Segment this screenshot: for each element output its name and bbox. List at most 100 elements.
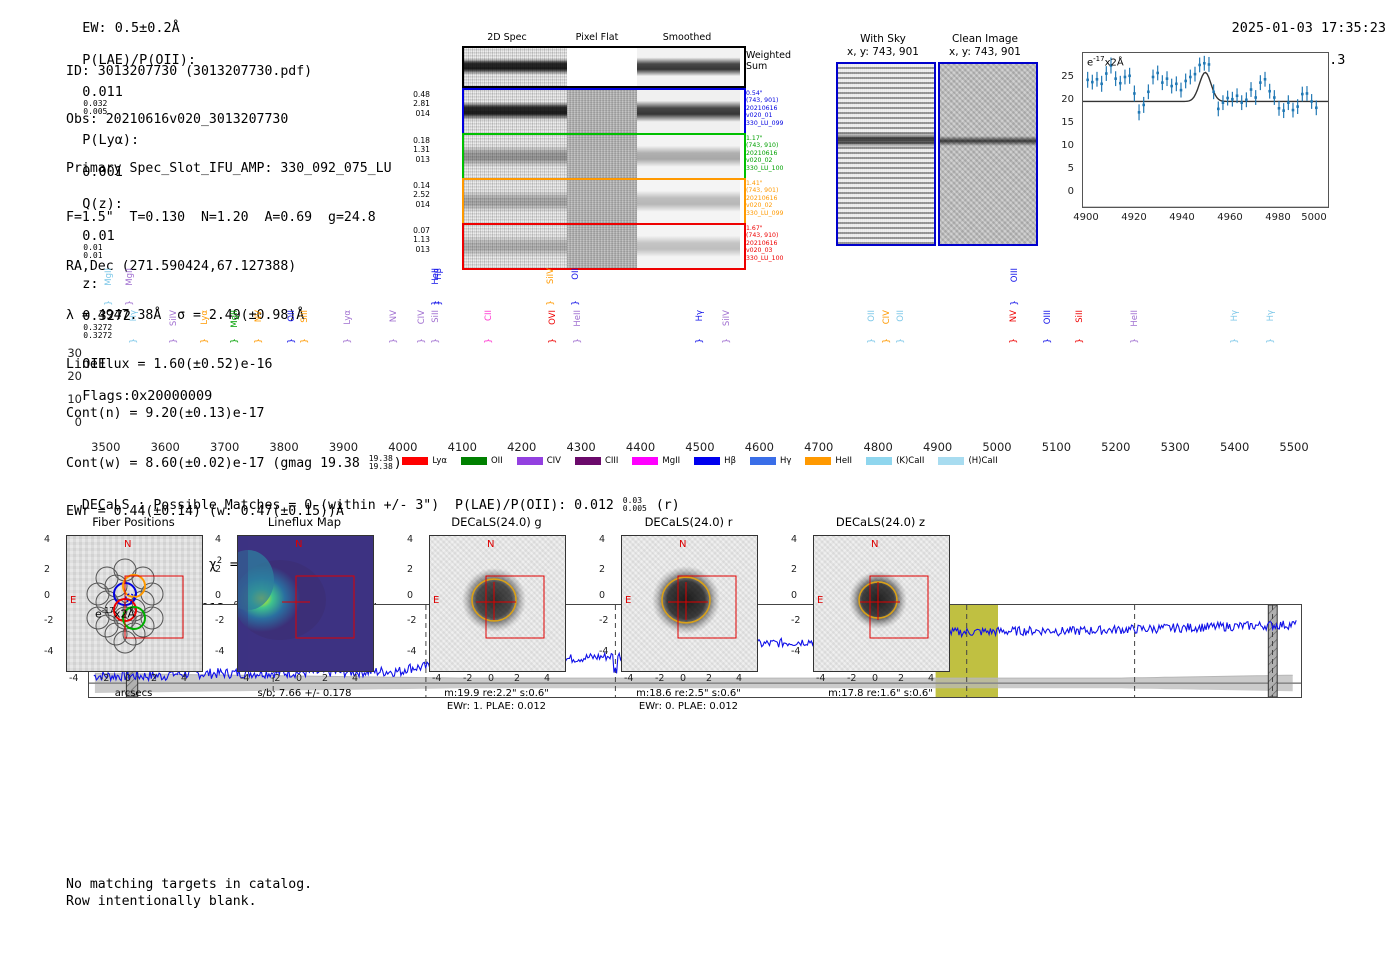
legend-label-0: Lyα — [432, 456, 447, 466]
spectrum-ytick-10: 10 — [67, 392, 82, 407]
spectrum-xtick-3700: 3700 — [210, 440, 240, 454]
spectrum-xtick-4500: 4500 — [685, 440, 715, 454]
spectrum-line-label-civ-23: CIV — [882, 310, 893, 325]
cutout-caption1-1: s/b: 7.66 +/- 0.178 — [257, 688, 352, 699]
cutout-title-2: DECaLS(24.0) g — [451, 515, 542, 529]
zoom-xtick-4920: 4920 — [1121, 212, 1147, 223]
cutout-title-0: Fiber Positions — [92, 515, 175, 529]
spectrum-xtick-4200: 4200 — [507, 440, 537, 454]
cutout-ytick-0-1: -2 — [44, 615, 54, 626]
cutout-xtick-2-1: -2 — [463, 673, 473, 684]
cutout-image-0[interactable] — [66, 535, 203, 672]
header-flags: Flags:0x20000009 — [82, 388, 213, 404]
cutout-xtick-1-3: 2 — [322, 673, 329, 684]
cutout-panel-4[interactable]: DECaLS(24.0) z N E -4 -4 -2 -2 0 0 2 2 4 4 m:17.8 re:… — [791, 515, 950, 710]
weighted-sum-pixelflat-image — [567, 48, 637, 86]
cutout-xtick-3-4: 4 — [736, 673, 743, 684]
cutout-ytick-4-3: 2 — [791, 564, 798, 575]
legend-item-hβ: Hβ — [694, 456, 736, 466]
spectrum-line-label-mgii-0: MgII — [103, 268, 114, 286]
cutout-xtick-0-2: 0 — [125, 673, 132, 684]
compass-north-1: N — [295, 539, 303, 550]
legend-swatch-8 — [866, 456, 893, 465]
zoom-ytick-5: 5 — [1067, 163, 1074, 174]
cutout-ytick-4-0: -4 — [791, 646, 801, 657]
spectrum-line-brace-12: } — [431, 338, 442, 344]
cutout-panel-0[interactable]: Fiber Positions N E -4 -4 -2 -2 0 0 2 2 4 4 arcsecs — [44, 515, 203, 710]
fiber-4-2dspec-image — [464, 225, 567, 268]
spectrum-line-label-lyα-4: Lyα — [200, 310, 211, 325]
cutout-ytick-3-0: -4 — [599, 646, 609, 657]
cutout-xtick-1-4: 4 — [352, 673, 359, 684]
spectrum-line-brace-20: } — [694, 338, 705, 344]
header-z-errors: 0.3272 0.3272 — [83, 323, 113, 340]
cutout-ytick-0-3: 2 — [44, 564, 51, 575]
cutout-xtick-2-0: -4 — [432, 673, 442, 684]
cutout-xtick-4-3: 2 — [898, 673, 905, 684]
legend-swatch-2 — [516, 456, 543, 465]
zoom-xtick-5000: 5000 — [1301, 212, 1327, 223]
spectrum-xtick-5500: 5500 — [1279, 440, 1309, 454]
full-spectrum-section: MgII} MgII} Hγ} SiIV} Lyα} MgII} NV} OII} SiII} L… — [0, 260, 1400, 698]
spectrum-line-brace-2: } — [129, 338, 140, 344]
spectrum-line-brace-14: } — [433, 300, 444, 306]
param-lambda-sigma: λ = 4947.38Å σ = 2.49(±0.98)Å — [66, 308, 305, 324]
zoom-ytick-15: 15 — [1061, 117, 1074, 128]
header-summary-line: EW: 0.5±0.2Å P(LAE)/P(OII): 0.011 0.032 0… — [66, 4, 212, 404]
cutout-ytick-4-1: -2 — [791, 615, 801, 626]
spectrum-line-label-hγ-20: Hγ — [694, 310, 705, 322]
spectrum-line-label-siii-28: SiII — [1075, 310, 1086, 323]
with-sky-image — [836, 62, 936, 246]
cutout-xtick-0-0: -4 — [69, 673, 79, 684]
spectrum-line-brace-10: } — [388, 338, 399, 344]
spectrum-xtick-4400: 4400 — [625, 440, 656, 454]
cutout-image-1[interactable] — [237, 535, 374, 672]
cutout-xtick-0-1: -2 — [100, 673, 110, 684]
with-sky-title: With Sky x, y: 743, 901 — [847, 33, 919, 58]
legend-label-8: (K)CaII — [896, 456, 925, 466]
compass-north-3: N — [679, 539, 687, 550]
compass-north-2: N — [487, 539, 495, 550]
fiber-4-pixelflat-image — [567, 225, 637, 268]
cutout-caption1-4: m:17.8 re:1.6" s:0.6" — [828, 688, 933, 699]
spectrum-line-brace-30: } — [1229, 338, 1240, 344]
cutout-image-2[interactable] — [429, 535, 566, 672]
fiber-row-right-label-3: 1.41" (743, 901) 20210616 v020_02 330_LU… — [746, 180, 784, 217]
cutout-panel-2[interactable]: DECaLS(24.0) g N E -4 -4 -2 -2 0 0 2 2 4 4 m:19.9 re:… — [407, 515, 566, 713]
zoom-plot-frame: e-17x2Å — [1082, 52, 1329, 208]
zoom-ytick-20: 20 — [1061, 94, 1074, 105]
fiber-2-pixelflat-image — [567, 135, 637, 178]
spectrum-ytick-20: 20 — [67, 369, 82, 384]
legend-label-4: MgII — [662, 456, 681, 466]
spectrum-xtick-4900: 4900 — [922, 440, 953, 454]
fiber-2-smoothed-image — [637, 135, 740, 178]
header-ew: EW: 0.5±0.2Å — [82, 20, 180, 36]
spectrum-xtick-3600: 3600 — [150, 440, 180, 454]
cutout-ytick-2-2: 0 — [407, 590, 414, 601]
fiber-row-left-label-2: 0.18 1.31 013 — [413, 136, 430, 164]
cutout-caption-2: m:19.9 re:2.2" s:0.6" EWr: 1. PLAE: 0.012 — [429, 687, 564, 713]
cutout-image-4[interactable] — [813, 535, 950, 672]
spectrum-xtick-4700: 4700 — [804, 440, 834, 454]
param-seeing: F=1.5" T=0.130 N=1.20 A=0.69 g=24.8 — [66, 210, 376, 226]
spectrum-line-brace-17: } — [546, 300, 557, 306]
spectrum-xtick-4300: 4300 — [566, 440, 596, 454]
spectrum-line-label-nv-10: NV — [388, 310, 399, 323]
spectrum-line-label-oii-19: OII — [571, 268, 582, 280]
spec-column-header-pixelflat: Pixel Flat — [575, 32, 619, 43]
cutout-caption-1: s/b: 7.66 +/- 0.178 — [237, 687, 372, 700]
zoom-xtick-4960: 4960 — [1217, 212, 1243, 223]
cutout-ytick-1-4: 4 — [215, 534, 222, 545]
cutout-xtick-4-0: -4 — [816, 673, 826, 684]
param-id: ID: 3013207730 (3013207730.pdf) — [66, 63, 313, 79]
zoom-ytick-10: 10 — [1061, 140, 1074, 151]
cutout-caption2-3: EWr: 0. PLAE: 0.012 — [638, 701, 739, 712]
legend-item-hcaii: (H)CaII — [938, 456, 998, 466]
cutout-image-3[interactable] — [621, 535, 758, 672]
header-plya-value: 0.001 — [82, 164, 123, 180]
spectrum-line-brace-23: } — [882, 338, 893, 344]
spec-column-header-smoothed: Smoothed — [662, 32, 712, 43]
cutout-panel-3[interactable]: DECaLS(24.0) r N E -4 -4 -2 -2 0 0 2 2 4 4 m:18.6 re:… — [599, 515, 758, 712]
cutout-panel-1[interactable]: Lineflux Map N -4 -4 -2 -2 0 0 2 2 4 4 s/b: 7.66 +/-… — [215, 515, 374, 710]
legend-swatch-4 — [632, 456, 659, 465]
